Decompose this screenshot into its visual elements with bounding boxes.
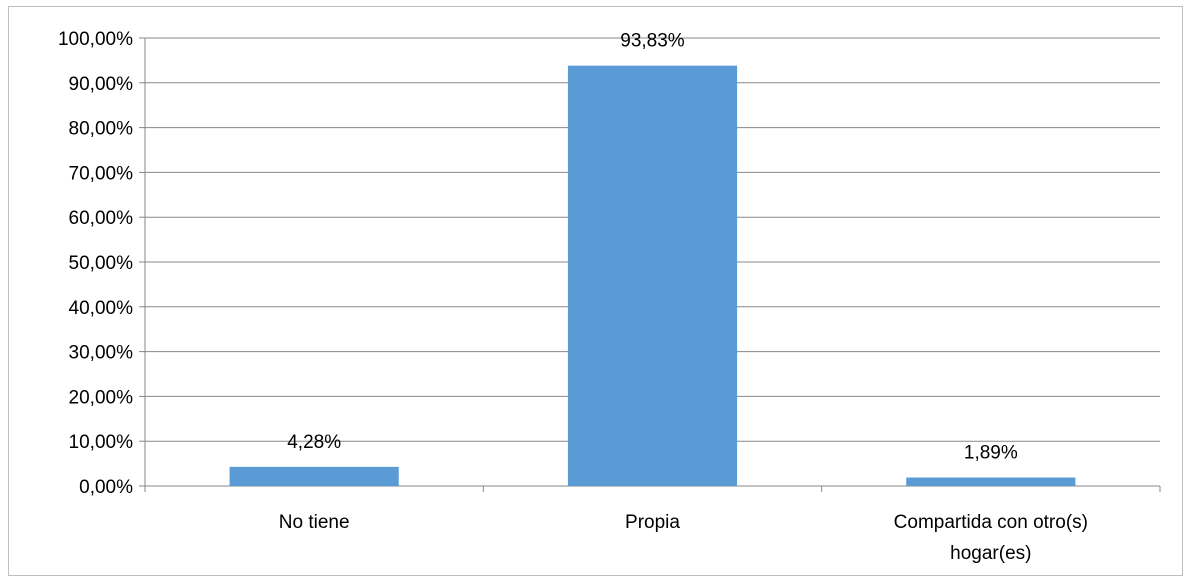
chart-frame	[8, 6, 1183, 576]
y-tick-label: 90,00%	[69, 74, 134, 95]
y-tick-label: 0,00%	[79, 477, 133, 498]
y-tick-label: 30,00%	[69, 343, 134, 364]
y-tick-label: 60,00%	[69, 208, 134, 229]
data-label: 93,83%	[620, 31, 685, 52]
bar	[229, 466, 399, 486]
data-label: 4,28%	[287, 432, 341, 453]
y-tick-label: 20,00%	[69, 387, 134, 408]
x-category-label: Compartida con otro(s)	[894, 512, 1088, 533]
y-tick-label: 80,00%	[69, 119, 134, 140]
x-category-label: Propia	[625, 512, 680, 533]
y-tick-label: 10,00%	[69, 432, 134, 453]
y-tick-label: 50,00%	[69, 253, 134, 274]
y-tick-label: 100,00%	[58, 29, 133, 50]
data-label: 1,89%	[964, 443, 1018, 464]
y-tick-label: 40,00%	[69, 298, 134, 319]
x-category-label: hogar(es)	[950, 543, 1031, 564]
y-tick-label: 70,00%	[69, 163, 134, 184]
x-category-label: No tiene	[279, 512, 350, 533]
bar	[906, 477, 1076, 486]
bar	[567, 65, 738, 486]
